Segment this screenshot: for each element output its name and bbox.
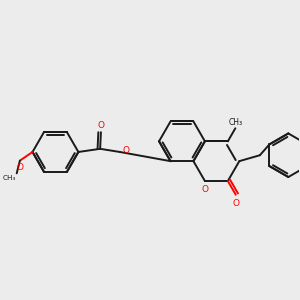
Text: CH₃: CH₃	[228, 118, 242, 127]
Text: O: O	[98, 121, 104, 130]
Text: O: O	[232, 199, 239, 208]
Text: O: O	[122, 146, 129, 155]
Text: O: O	[16, 163, 23, 172]
Text: O: O	[201, 185, 208, 194]
Text: CH₃: CH₃	[2, 175, 16, 181]
